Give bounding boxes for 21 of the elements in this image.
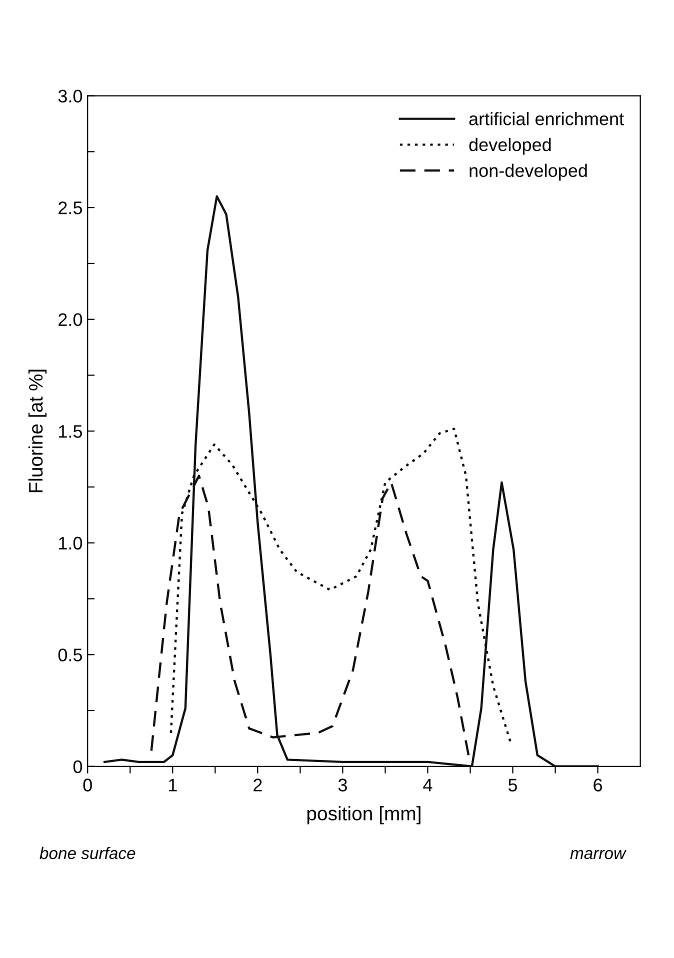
x-tick-label: 5 (508, 778, 518, 792)
y-tick-label: 2.0 (58, 313, 82, 326)
text: marrow (570, 850, 626, 860)
x-tick-label: 1 (169, 778, 177, 792)
y-tick-label: 0.5 (58, 648, 82, 662)
x-tick-label: 6 (594, 778, 602, 792)
y-axis-title: Fluorine [at %] (28, 370, 47, 492)
legend-label: developed (469, 138, 551, 155)
text: bone surface (40, 846, 136, 860)
y-tick-label: 1.5 (59, 425, 82, 438)
x-tick-label: 3 (338, 778, 347, 792)
y-tick-label: 1.0 (59, 536, 82, 550)
legend-label: non-developed (470, 164, 587, 181)
y-tick-label: 0 (73, 760, 82, 774)
y-tick-label: 2.5 (58, 202, 82, 214)
x-tick-label: 2 (254, 778, 262, 792)
x-tick-label: 0 (83, 778, 92, 792)
legend-label: artificial enrichment (469, 112, 624, 126)
x-tick-label: 4 (423, 778, 432, 792)
x-axis-title: position [mm] (307, 806, 420, 824)
y-tick-label: 3.0 (58, 90, 82, 103)
